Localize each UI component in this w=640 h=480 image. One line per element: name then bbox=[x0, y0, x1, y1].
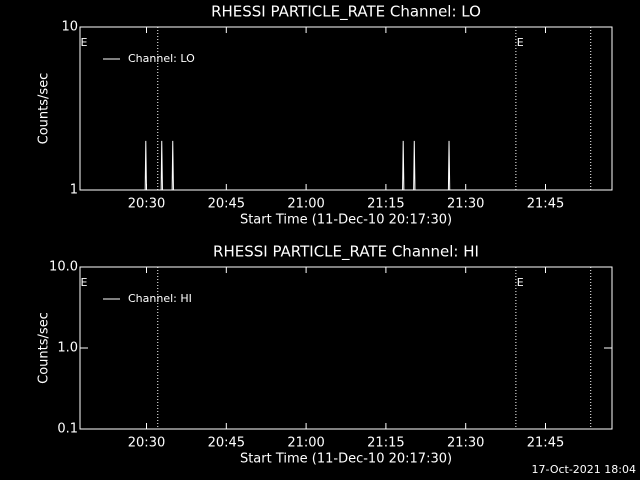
legend-label: Channel: HI bbox=[128, 292, 192, 305]
event-marker: E bbox=[517, 276, 524, 289]
y-axis-label: Counts/sec bbox=[37, 312, 52, 384]
plot-frame bbox=[79, 26, 613, 191]
x-axis-label: Start Time (11-Dec-10 20:17:30) bbox=[240, 452, 452, 467]
footer: 17-Oct-2021 18:04 bbox=[532, 463, 636, 476]
x-tick-label: 20:45 bbox=[208, 436, 245, 451]
event-marker: E bbox=[81, 276, 88, 289]
y-tick-label: 10.0 bbox=[49, 260, 78, 275]
x-tick-label: 20:45 bbox=[208, 197, 245, 212]
y-tick-label: 1 bbox=[70, 183, 78, 198]
x-tick-label: 20:30 bbox=[128, 197, 165, 212]
x-tick-label: 21:30 bbox=[447, 436, 484, 451]
data-line bbox=[144, 140, 451, 191]
x-tick-label: 21:00 bbox=[287, 436, 324, 451]
plot-frame bbox=[79, 266, 613, 430]
x-tick-label: 21:00 bbox=[287, 197, 324, 212]
y-tick-label: 10 bbox=[61, 20, 78, 35]
x-tick-label: 21:15 bbox=[367, 436, 404, 451]
event-marker: E bbox=[517, 36, 524, 49]
x-tick-label: 20:30 bbox=[128, 436, 165, 451]
x-tick-label: 21:45 bbox=[527, 436, 564, 451]
x-axis-label: Start Time (11-Dec-10 20:17:30) bbox=[240, 213, 452, 228]
y-tick-label: 0.1 bbox=[57, 422, 78, 437]
chart-title: RHESSI PARTICLE_RATE Channel: HI bbox=[213, 243, 479, 262]
chart-title: RHESSI PARTICLE_RATE Channel: LO bbox=[211, 3, 481, 22]
legend-label: Channel: LO bbox=[128, 52, 195, 65]
x-tick-label: 21:15 bbox=[367, 197, 404, 212]
y-tick-label: 1.0 bbox=[57, 341, 78, 356]
x-tick-label: 21:30 bbox=[447, 197, 484, 212]
event-marker: E bbox=[81, 36, 88, 49]
x-tick-label: 21:45 bbox=[527, 197, 564, 212]
y-axis-label: Counts/sec bbox=[37, 73, 52, 145]
